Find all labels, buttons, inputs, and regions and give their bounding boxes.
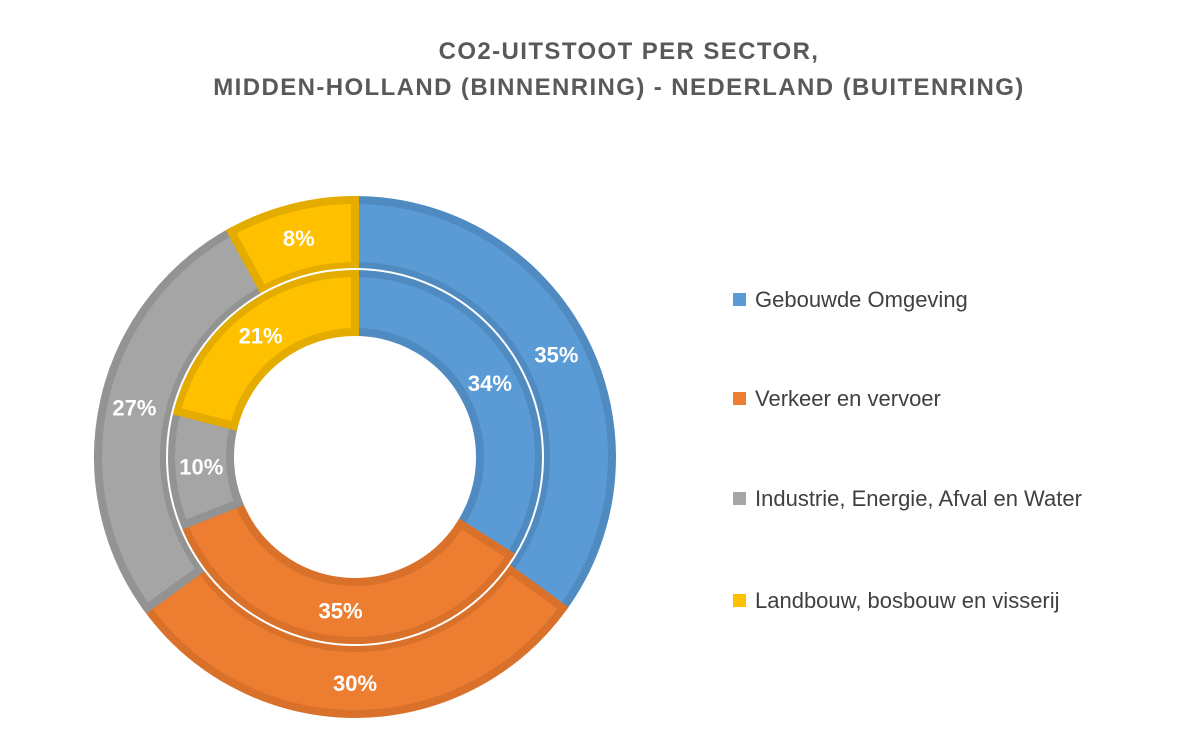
legend-label: Gebouwde Omgeving bbox=[755, 287, 968, 312]
legend-swatch-verkeer-en-vervoer bbox=[733, 392, 746, 405]
legend-swatch-industrie bbox=[733, 492, 746, 505]
legend-item-gebouwde-omgeving: Gebouwde Omgeving bbox=[733, 285, 968, 315]
inner-ring-label-industrie: 10% bbox=[179, 455, 223, 480]
outer-ring-slice-landbouw bbox=[225, 195, 359, 296]
inner-ring-label-gebouwde-omgeving: 34% bbox=[468, 371, 512, 396]
legend-swatch-gebouwde-omgeving bbox=[733, 293, 746, 306]
chart-title: CO2-UITSTOOT PER SECTOR, MIDDEN-HOLLAND … bbox=[0, 34, 1188, 106]
inner-ring-label-verkeer-en-vervoer: 35% bbox=[318, 598, 362, 623]
inner-ring-slice-landbouw bbox=[171, 268, 359, 431]
inner-ring-label-landbouw: 21% bbox=[239, 323, 283, 348]
chart-title-line-2: MIDDEN-HOLLAND (BINNENRING) - NEDERLAND … bbox=[213, 74, 1025, 101]
outer-ring-label-landbouw: 8% bbox=[283, 226, 315, 251]
legend-label: Landbouw, bosbouw en visserij bbox=[755, 588, 1060, 613]
chart-title-line-1: CO2-UITSTOOT PER SECTOR, bbox=[438, 38, 820, 65]
legend-label: Verkeer en vervoer bbox=[755, 386, 941, 411]
outer-ring-label-gebouwde-omgeving: 35% bbox=[534, 342, 578, 367]
inner-ring-slice-verkeer-en-vervoer bbox=[178, 497, 516, 645]
outer-ring-slice-verkeer-en-vervoer bbox=[141, 563, 569, 718]
legend-item-landbouw: Landbouw, bosbouw en visserij bbox=[733, 586, 1188, 616]
outer-ring-label-industrie: 27% bbox=[112, 396, 156, 421]
inner-ring-slice-gebouwde-omgeving bbox=[351, 268, 543, 562]
legend-item-industrie: Industrie, Energie, Afval en Water bbox=[733, 484, 1095, 514]
legend-item-verkeer-en-vervoer: Verkeer en vervoer bbox=[733, 384, 941, 414]
outer-ring-label-verkeer-en-vervoer: 30% bbox=[333, 671, 377, 696]
legend-swatch-landbouw bbox=[733, 594, 746, 607]
legend-label: Industrie, Energie, Afval en Water bbox=[755, 486, 1082, 511]
ring-separator bbox=[166, 268, 544, 646]
outer-ring-slice-gebouwde-omgeving bbox=[351, 195, 616, 614]
